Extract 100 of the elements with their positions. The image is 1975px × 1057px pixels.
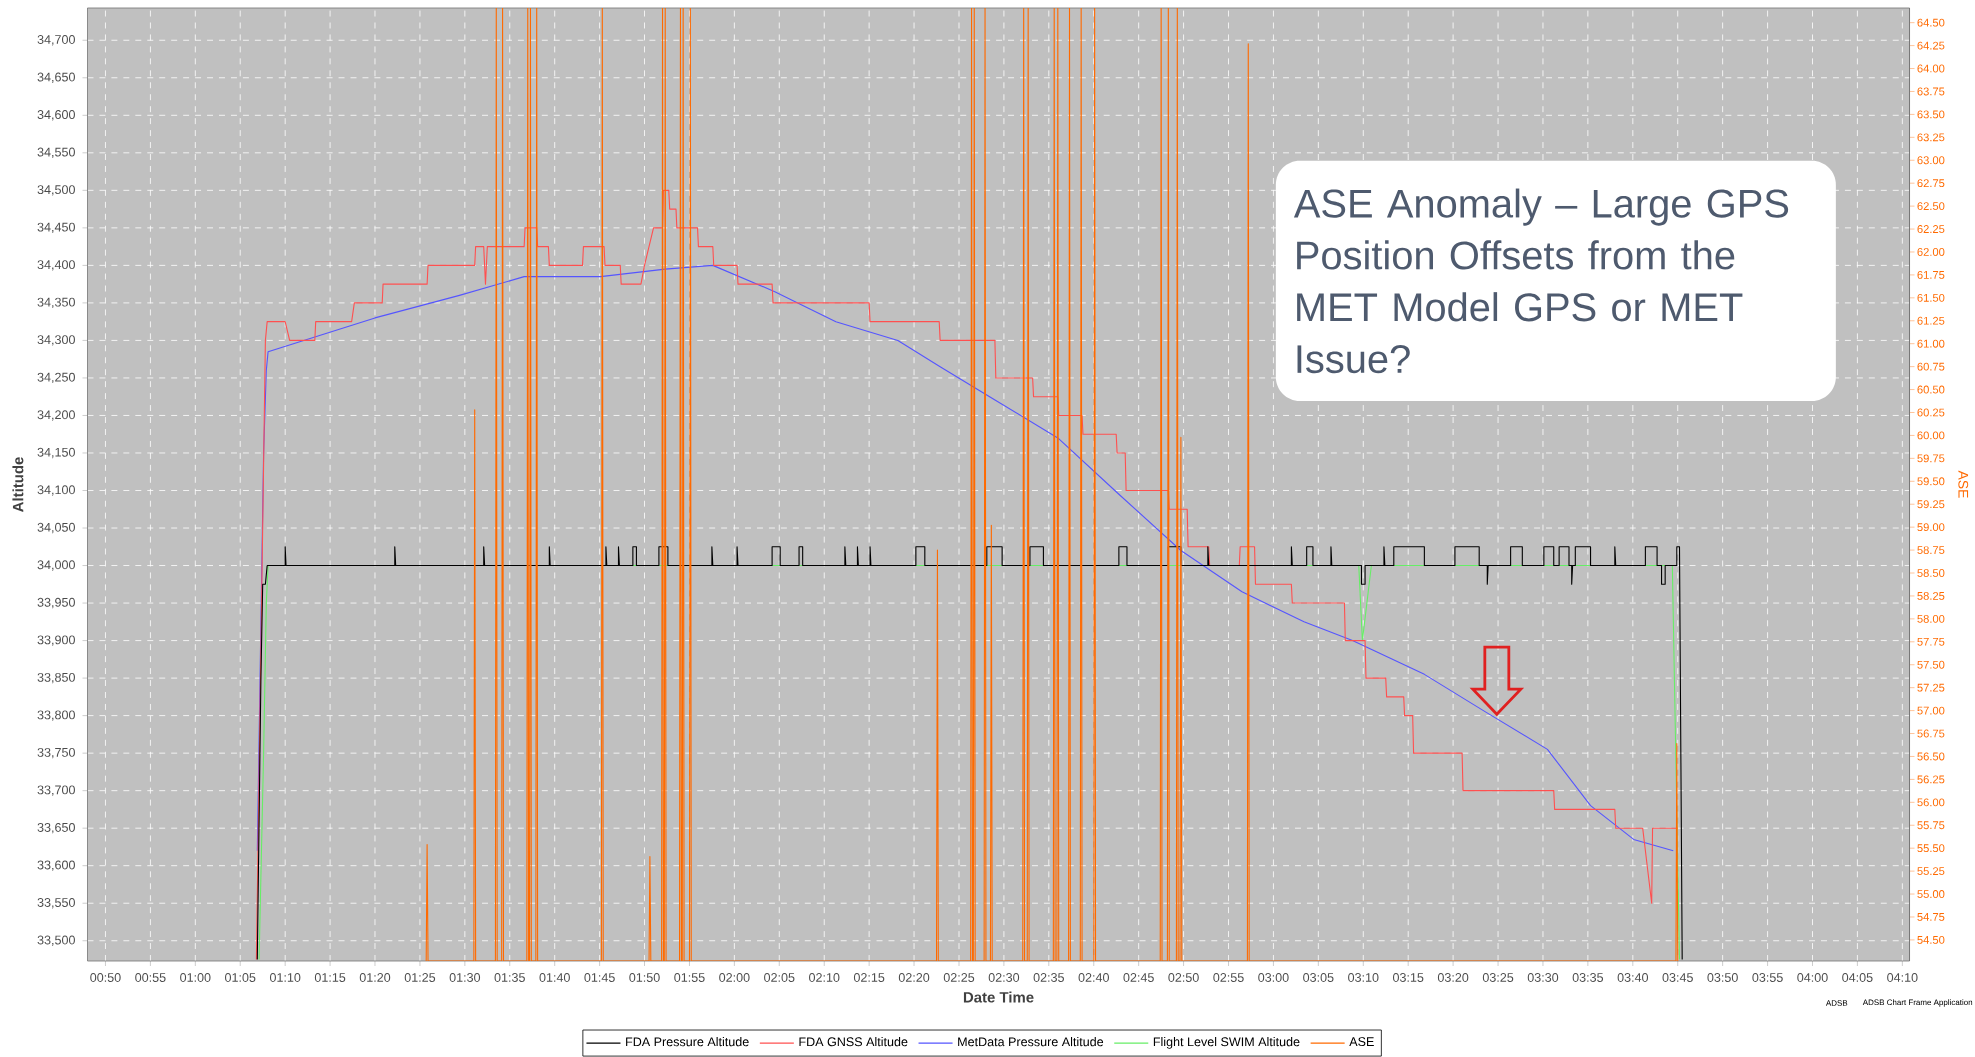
y2-tick-label: 55.25 bbox=[1917, 867, 1945, 876]
y-tick-label: 34,400 bbox=[37, 260, 75, 271]
x-tick-label: 02:40 bbox=[1078, 973, 1109, 982]
y-tick-label: 33,900 bbox=[37, 635, 75, 646]
y2-tick-label: 57.25 bbox=[1917, 683, 1945, 692]
y2-tick-label: 62.50 bbox=[1917, 202, 1945, 211]
y2-tick-label: 59.00 bbox=[1917, 523, 1945, 532]
y-tick-label: 33,500 bbox=[37, 935, 75, 946]
y2-tick-label: 55.75 bbox=[1917, 821, 1945, 830]
y2-tick-label: 61.50 bbox=[1917, 293, 1945, 302]
y2-tick-label: 58.00 bbox=[1917, 614, 1945, 623]
x-tick-label: 03:10 bbox=[1348, 973, 1379, 982]
y2-tick-label: 60.75 bbox=[1917, 362, 1945, 371]
x-tick-label: 03:55 bbox=[1752, 973, 1783, 982]
x-tick-label: 03:45 bbox=[1662, 973, 1693, 982]
y2-tick-label: 60.50 bbox=[1917, 385, 1945, 394]
x-tick-label: 03:00 bbox=[1258, 973, 1289, 982]
y-tick-label: 33,600 bbox=[37, 860, 75, 871]
x-tick-label: 01:50 bbox=[629, 973, 660, 982]
y-tick-label: 34,000 bbox=[37, 560, 75, 571]
y2-tick-label: 59.25 bbox=[1917, 500, 1945, 509]
x-tick-label: 01:30 bbox=[449, 973, 481, 982]
y-tick-label: 33,950 bbox=[37, 597, 75, 609]
x-tick-label: 04:05 bbox=[1842, 973, 1873, 982]
x-tick-label: 01:10 bbox=[269, 973, 301, 982]
y2-tick-label: 55.50 bbox=[1917, 844, 1945, 853]
x-tick-label: 04:00 bbox=[1797, 973, 1828, 982]
y-tick-label: 34,450 bbox=[37, 222, 75, 234]
y2-tick-label: 56.25 bbox=[1917, 775, 1945, 784]
x-tick-label: 04:10 bbox=[1887, 973, 1918, 982]
y-tick-label: 34,300 bbox=[37, 335, 75, 346]
y2-tick-label: 56.00 bbox=[1917, 798, 1945, 807]
y2-tick-label: 64.50 bbox=[1917, 18, 1945, 27]
x-tick-label: 03:20 bbox=[1437, 973, 1469, 982]
y-tick-label: 33,800 bbox=[37, 710, 75, 721]
y2-axis-title: ASE bbox=[1958, 470, 1969, 498]
legend-label: FDA GNSS Altitude bbox=[799, 1037, 908, 1047]
x-tick-label: 01:20 bbox=[359, 973, 391, 982]
y-tick-label: 33,700 bbox=[37, 785, 75, 796]
x-tick-label: 01:40 bbox=[539, 973, 570, 982]
x-tick-label: 03:40 bbox=[1617, 973, 1649, 982]
y2-tick-label: 54.75 bbox=[1917, 913, 1945, 921]
y2-tick-label: 62.75 bbox=[1917, 179, 1945, 188]
y2-tick-label: 57.50 bbox=[1917, 660, 1945, 669]
x-tick-label: 02:10 bbox=[809, 973, 840, 982]
y-tick-label: 34,600 bbox=[37, 110, 75, 121]
y2-tick-label: 62.25 bbox=[1917, 225, 1945, 233]
y-tick-label: 34,650 bbox=[37, 72, 75, 83]
y2-tick-label: 58.75 bbox=[1917, 546, 1945, 555]
y-tick-label: 34,500 bbox=[37, 185, 75, 196]
y2-tick-label: 60.00 bbox=[1917, 431, 1945, 440]
x-tick-label: 03:05 bbox=[1303, 973, 1334, 982]
y-tick-label: 34,550 bbox=[37, 147, 75, 158]
y2-tick-label: 61.75 bbox=[1917, 270, 1945, 279]
x-tick-label: 00:50 bbox=[90, 973, 121, 982]
y-tick-label: 34,050 bbox=[37, 522, 75, 534]
y-tick-label: 33,550 bbox=[37, 898, 75, 909]
y2-tick-label: 58.25 bbox=[1917, 592, 1945, 600]
y2-tick-label: 61.25 bbox=[1917, 316, 1945, 325]
x-tick-label: 02:15 bbox=[853, 973, 885, 982]
annotation: ASE Anomaly – Large GPS Position Offsets from the MET Model GPS or MET Issue? bbox=[1293, 188, 1789, 374]
x-tick-label: 02:50 bbox=[1168, 973, 1199, 982]
x-tick-label: 01:15 bbox=[314, 973, 346, 982]
y2-tick-label: 63.50 bbox=[1917, 110, 1945, 119]
y2-tick-label: 64.00 bbox=[1917, 64, 1945, 73]
y-tick-label: 33,850 bbox=[37, 672, 75, 684]
y2-tick-label: 59.50 bbox=[1917, 477, 1945, 486]
y2-tick-label: 60.25 bbox=[1917, 408, 1945, 417]
y2-tick-label: 61.00 bbox=[1917, 339, 1945, 348]
y-tick-label: 33,650 bbox=[37, 822, 75, 834]
y2-tick-label: 57.00 bbox=[1917, 706, 1945, 715]
x-tick-label: 02:20 bbox=[898, 973, 930, 982]
y2-tick-label: 64.25 bbox=[1917, 41, 1945, 50]
legend-label: Flight Level SWIM Altitude bbox=[1153, 1037, 1300, 1049]
x-tick-label: 03:30 bbox=[1527, 973, 1559, 982]
y2-tick-label: 56.75 bbox=[1917, 729, 1945, 738]
y2-tick-label: 57.75 bbox=[1917, 637, 1945, 646]
y2-tick-label: 54.50 bbox=[1917, 935, 1945, 944]
legend-label: MetData Pressure Altitude bbox=[958, 1037, 1104, 1047]
y-tick-label: 34,350 bbox=[37, 297, 75, 309]
x-tick-label: 03:35 bbox=[1572, 973, 1604, 982]
x-tick-label: 01:05 bbox=[225, 973, 256, 982]
x-tick-label: 03:15 bbox=[1392, 973, 1424, 982]
y2-tick-label: 63.25 bbox=[1917, 133, 1945, 142]
x-tick-label: 00:55 bbox=[135, 973, 166, 982]
legend-label: FDA Pressure Altitude bbox=[626, 1037, 749, 1047]
y-tick-label: 34,250 bbox=[37, 372, 75, 384]
y2-tick-label: 56.50 bbox=[1917, 752, 1945, 761]
x-tick-label: 02:35 bbox=[1033, 973, 1064, 982]
x-tick-label: 01:35 bbox=[494, 973, 525, 982]
x-tick-label: 02:45 bbox=[1123, 973, 1154, 982]
y2-tick-label: 58.50 bbox=[1917, 569, 1945, 577]
y2-tick-label: 55.00 bbox=[1917, 890, 1945, 898]
x-axis-title: Date Time bbox=[963, 991, 1034, 1003]
y-tick-label: 34,100 bbox=[37, 485, 75, 496]
y2-tick-label: 63.75 bbox=[1917, 87, 1945, 96]
x-tick-label: 03:50 bbox=[1707, 973, 1738, 982]
x-tick-label: 02:55 bbox=[1213, 973, 1244, 982]
y-tick-label: 34,150 bbox=[37, 447, 75, 459]
y-tick-label: 34,700 bbox=[37, 35, 75, 46]
